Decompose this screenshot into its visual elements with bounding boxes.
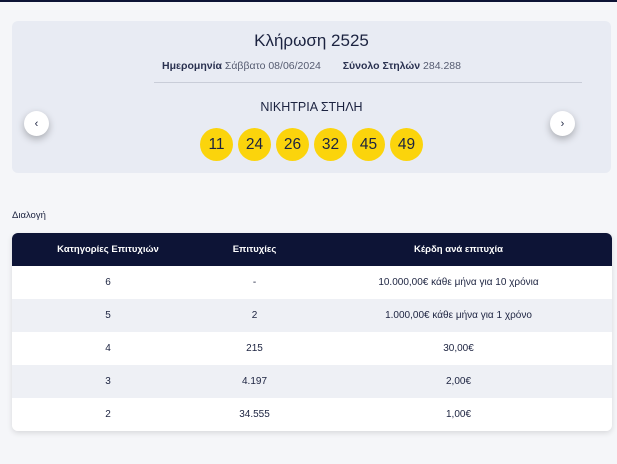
header-winners: Επιτυχίες xyxy=(232,244,277,255)
cell-category: 5 xyxy=(105,310,111,321)
cell-category: 3 xyxy=(105,376,111,387)
cell-category: 4 xyxy=(105,343,111,354)
next-draw-button[interactable]: › xyxy=(550,111,575,136)
cell-winners: 215 xyxy=(246,343,263,354)
table-row: 2 34.555 1,00€ xyxy=(12,398,612,431)
prize-table: Κατηγορίες Επιτυχιών Επιτυχίες Κέρδη ανά… xyxy=(12,233,612,431)
cell-prize: 10.000,00€ κάθε μήνα για 10 χρόνια xyxy=(378,277,539,288)
columns-value: 284.288 xyxy=(423,60,461,72)
number-ball: 11 xyxy=(200,128,233,161)
date-label: Ημερομηνία xyxy=(162,60,222,72)
top-bar xyxy=(0,0,617,2)
cell-prize: 1.000,00€ κάθε μήνα για 1 χρόνο xyxy=(385,310,532,321)
winning-column-label: ΝΙΚΗΤΡΙΑ ΣΤΗΛΗ xyxy=(260,100,363,114)
cell-winners: 2 xyxy=(251,310,258,321)
cell-winners: 4.197 xyxy=(241,376,268,387)
chevron-left-icon: ‹ xyxy=(34,117,39,130)
winning-numbers: 11 24 26 32 45 49 xyxy=(200,128,423,161)
number-ball: 49 xyxy=(390,128,423,161)
number-ball: 45 xyxy=(352,128,385,161)
columns-label: Σύνολο Στηλών xyxy=(342,60,421,72)
cell-category: 6 xyxy=(105,277,111,288)
cell-prize: 2,00€ xyxy=(445,376,472,387)
number-ball: 26 xyxy=(276,128,309,161)
date-value: Σάββατο 08/06/2024 xyxy=(224,60,321,72)
cell-prize: 30,00€ xyxy=(443,343,474,354)
cell-winners: 34.555 xyxy=(239,409,270,420)
number-ball: 32 xyxy=(314,128,347,161)
cell-winners: - xyxy=(252,277,257,288)
header-category: Κατηγορίες Επιτυχιών xyxy=(57,244,159,255)
draw-results-card: Κλήρωση 2525 Ημερομηνία Σάββατο 08/06/20… xyxy=(12,21,611,173)
draw-title: Κλήρωση 2525 xyxy=(254,31,369,50)
chevron-right-icon: › xyxy=(560,117,565,130)
header-prize: Κέρδη ανά επιτυχία xyxy=(414,244,503,255)
draw-meta: Ημερομηνία Σάββατο 08/06/2024 Σύνολο Στη… xyxy=(12,60,611,72)
cell-category: 2 xyxy=(105,409,111,420)
table-row: 5 2 1.000,00€ κάθε μήνα για 1 χρόνο xyxy=(12,299,612,332)
table-header: Κατηγορίες Επιτυχιών Επιτυχίες Κέρδη ανά… xyxy=(12,233,612,266)
table-row: 3 4.197 2,00€ xyxy=(12,365,612,398)
number-ball: 24 xyxy=(238,128,271,161)
table-row: 6 - 10.000,00€ κάθε μήνα για 10 χρόνια xyxy=(12,266,612,299)
previous-draw-button[interactable]: ‹ xyxy=(24,111,49,136)
table-row: 4 215 30,00€ xyxy=(12,332,612,365)
section-label: Διαλογή xyxy=(12,210,46,221)
divider xyxy=(154,82,582,83)
cell-prize: 1,00€ xyxy=(445,409,472,420)
